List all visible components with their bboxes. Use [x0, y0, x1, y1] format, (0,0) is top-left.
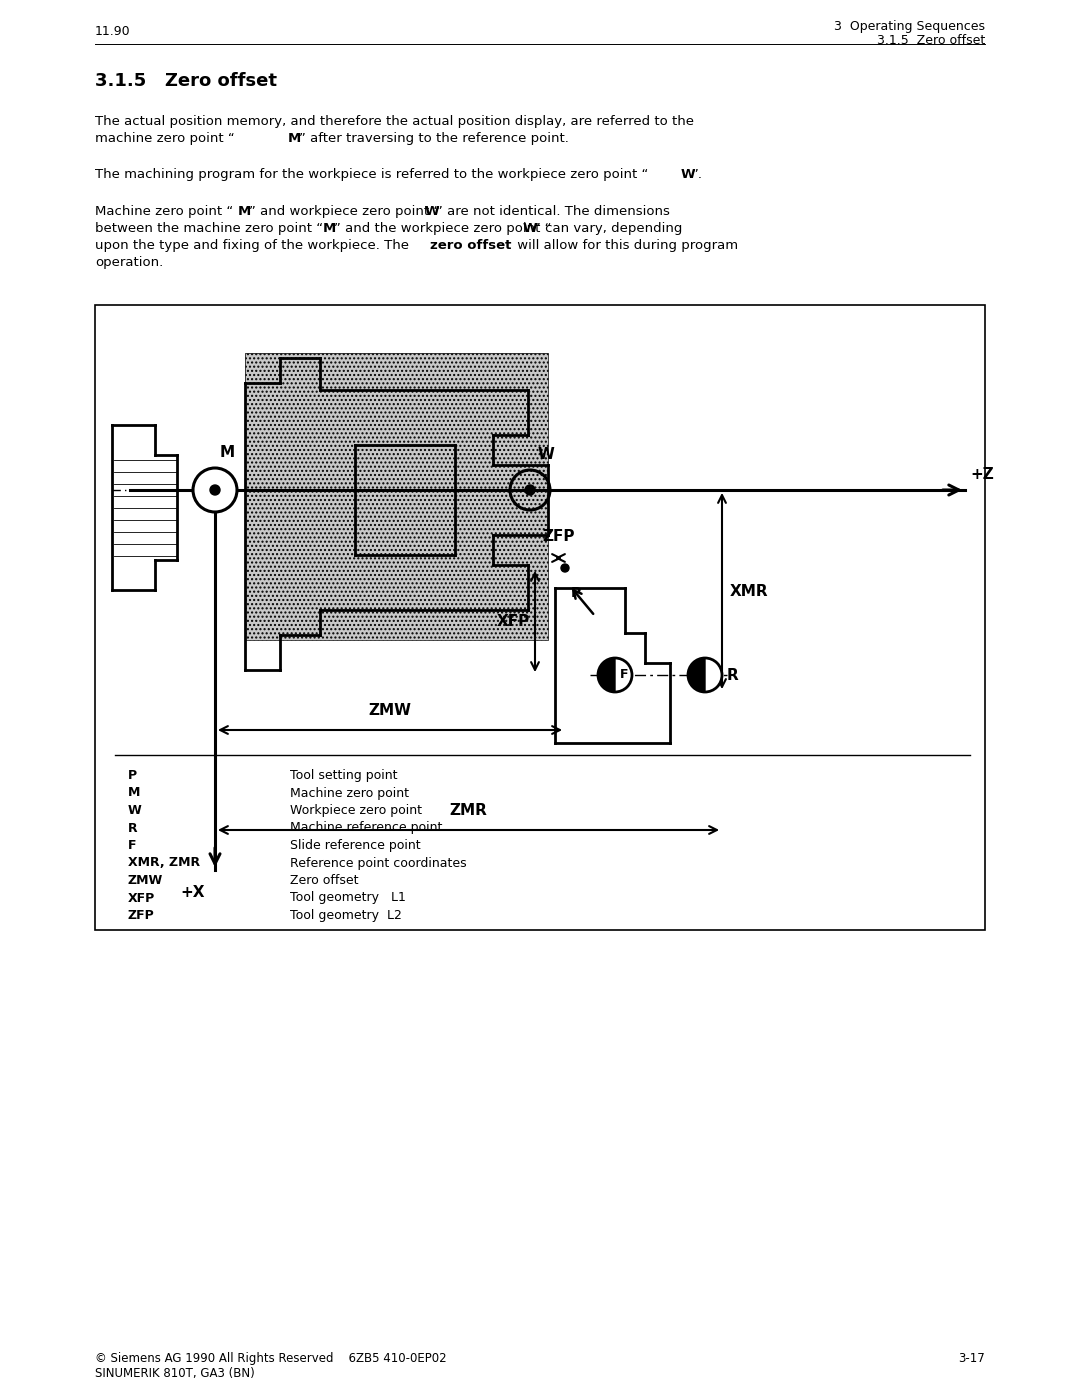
Bar — [95, 305, 985, 930]
Text: between the machine zero point “: between the machine zero point “ — [95, 222, 323, 235]
Text: R: R — [129, 821, 137, 834]
Circle shape — [598, 658, 632, 692]
Text: W: W — [523, 222, 538, 235]
Text: ZFP: ZFP — [129, 909, 154, 922]
Text: F: F — [129, 840, 136, 852]
Text: 3  Operating Sequences: 3 Operating Sequences — [834, 20, 985, 34]
Circle shape — [193, 468, 237, 511]
Text: XFP: XFP — [497, 615, 530, 629]
Text: Workpiece zero point: Workpiece zero point — [291, 805, 422, 817]
Circle shape — [688, 658, 723, 692]
Text: ZMW: ZMW — [368, 703, 411, 718]
Text: 3.1.5  Zero offset: 3.1.5 Zero offset — [877, 34, 985, 47]
Text: W: W — [538, 447, 555, 462]
Text: P: P — [129, 768, 137, 782]
Text: XMR, ZMR: XMR, ZMR — [129, 856, 200, 869]
Text: zero offset: zero offset — [430, 239, 511, 251]
Text: Machine zero point: Machine zero point — [291, 787, 409, 799]
Text: SINUMERIK 810T, GA3 (BN): SINUMERIK 810T, GA3 (BN) — [95, 1368, 255, 1380]
Text: 3-17: 3-17 — [958, 1352, 985, 1365]
FancyBboxPatch shape — [245, 353, 548, 640]
Text: ” are not identical. The dimensions: ” are not identical. The dimensions — [436, 205, 670, 218]
Text: ” after traversing to the reference point.: ” after traversing to the reference poin… — [299, 131, 569, 145]
Text: Machine zero point “: Machine zero point “ — [95, 205, 233, 218]
Text: Tool setting point: Tool setting point — [291, 768, 397, 782]
Text: Zero offset: Zero offset — [291, 875, 359, 887]
Text: Reference point coordinates: Reference point coordinates — [291, 856, 467, 869]
Text: Slide reference point: Slide reference point — [291, 840, 420, 852]
Text: XMR: XMR — [730, 584, 769, 598]
Text: ZMR: ZMR — [449, 803, 487, 819]
Text: W: W — [426, 205, 440, 218]
Text: The actual position memory, and therefore the actual position display, are refer: The actual position memory, and therefor… — [95, 115, 694, 129]
Text: M: M — [129, 787, 140, 799]
Text: upon the type and fixing of the workpiece. The: upon the type and fixing of the workpiec… — [95, 239, 414, 251]
Text: The machining program for the workpiece is referred to the workpiece zero point : The machining program for the workpiece … — [95, 168, 648, 182]
Text: 3.1.5   Zero offset: 3.1.5 Zero offset — [95, 73, 276, 89]
Text: operation.: operation. — [95, 256, 163, 270]
Text: M: M — [288, 131, 301, 145]
Text: ZFP: ZFP — [542, 529, 575, 543]
Text: will allow for this during program: will allow for this during program — [513, 239, 738, 251]
Text: Tool geometry  L2: Tool geometry L2 — [291, 909, 402, 922]
Text: Machine reference point: Machine reference point — [291, 821, 443, 834]
Text: M: M — [323, 222, 336, 235]
Text: ” and the workpiece zero point “: ” and the workpiece zero point “ — [334, 222, 552, 235]
Circle shape — [210, 485, 220, 495]
Text: XFP: XFP — [129, 891, 156, 904]
Text: F: F — [620, 669, 629, 682]
Text: © Siemens AG 1990 All Rights Reserved    6ZB5 410-0EP02: © Siemens AG 1990 All Rights Reserved 6Z… — [95, 1352, 447, 1365]
Text: W: W — [681, 168, 696, 182]
Text: M: M — [220, 446, 235, 460]
Text: ZMW: ZMW — [129, 875, 163, 887]
Text: Tool geometry   L1: Tool geometry L1 — [291, 891, 406, 904]
Text: ” and workpiece zero point “: ” and workpiece zero point “ — [249, 205, 441, 218]
Wedge shape — [688, 658, 705, 692]
Text: +Z: +Z — [970, 467, 994, 482]
Text: P: P — [571, 585, 581, 599]
Text: 11.90: 11.90 — [95, 25, 131, 38]
Text: +X: +X — [180, 886, 205, 900]
Text: ” can vary, depending: ” can vary, depending — [534, 222, 683, 235]
Circle shape — [525, 485, 535, 495]
Text: machine zero point “: machine zero point “ — [95, 131, 234, 145]
Bar — [245, 353, 548, 640]
Text: ”.: ”. — [692, 168, 703, 182]
Text: R: R — [727, 668, 739, 683]
Circle shape — [561, 564, 569, 571]
Text: M: M — [238, 205, 252, 218]
Wedge shape — [598, 658, 615, 692]
Text: W: W — [129, 805, 141, 817]
